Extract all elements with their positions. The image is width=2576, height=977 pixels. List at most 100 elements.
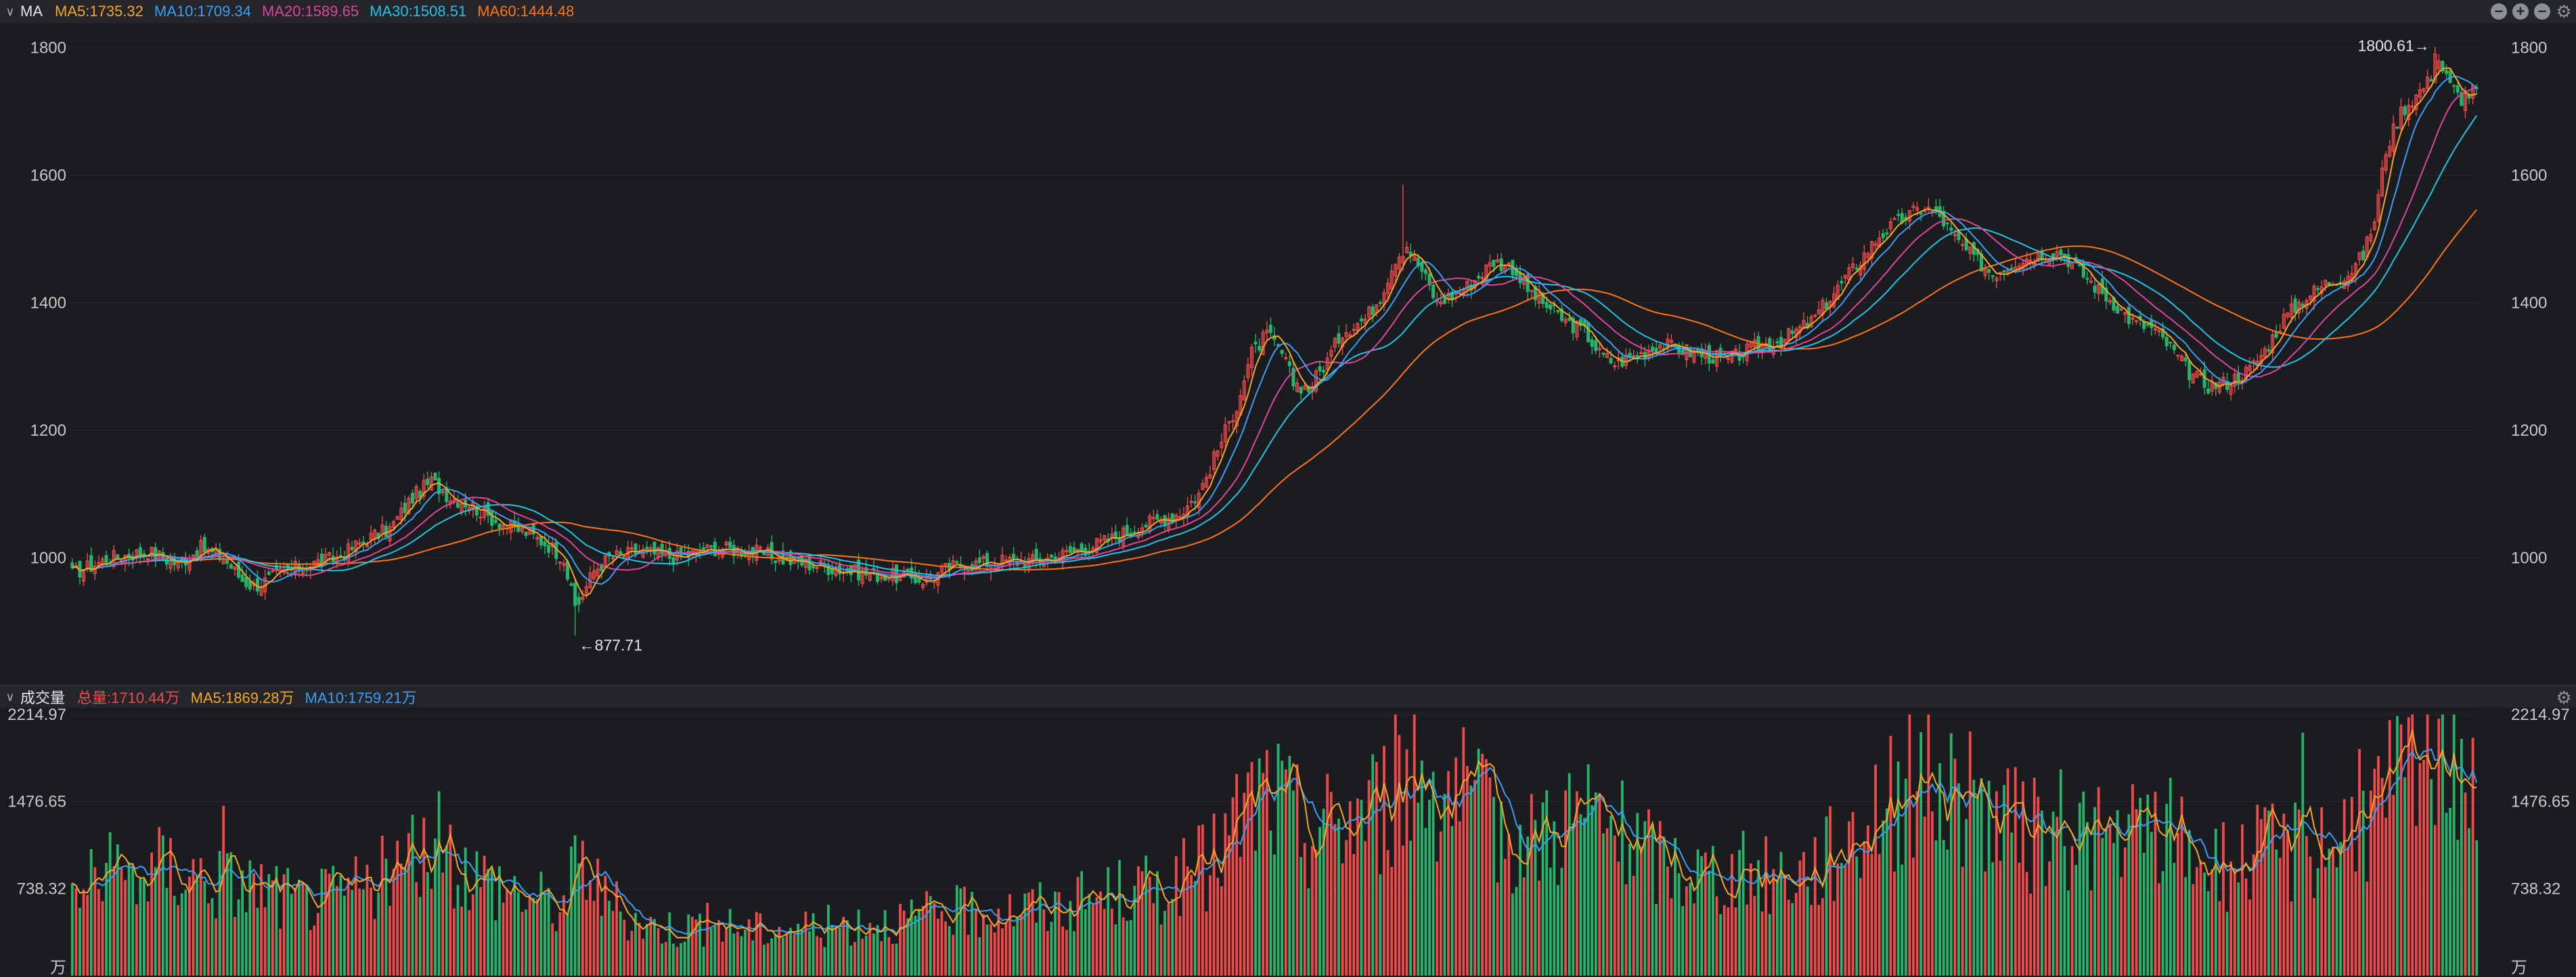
candle-body	[2395, 127, 2399, 129]
candle-body	[1185, 505, 1190, 517]
candle-body	[1356, 323, 1360, 331]
candle-body	[2414, 94, 2418, 110]
volume-bar	[403, 867, 407, 976]
candle-body	[1556, 310, 1560, 313]
candle-body	[1144, 524, 1148, 528]
volume-bar	[1609, 815, 1613, 976]
volume-bar	[2006, 768, 2009, 976]
volume-bar	[525, 909, 527, 976]
volume-bar	[2161, 871, 2164, 976]
candle-body	[271, 570, 275, 572]
vol-ma10-legend: MA10:1759.21万	[305, 689, 417, 706]
volume-bar	[1140, 871, 1144, 976]
volume-bar	[2350, 796, 2353, 976]
candle-body	[2433, 53, 2437, 83]
volume-panel-header: ∨ 成交量 总量:1710.44万 MA5:1869.28万 MA10:1759…	[0, 686, 2576, 708]
volume-bar	[475, 851, 479, 976]
candle-body	[2206, 388, 2211, 394]
volume-bar	[2392, 794, 2395, 976]
volume-bar	[351, 890, 354, 976]
candle-body	[1363, 318, 1367, 324]
candle-body	[225, 560, 229, 564]
volume-bar	[1420, 760, 1423, 976]
candle-body	[1888, 221, 1892, 229]
candle-body	[705, 544, 709, 548]
volume-bar	[1065, 930, 1068, 976]
volume-bar	[1398, 735, 1401, 976]
volume-bar	[1288, 756, 1291, 976]
volume-bar	[1300, 857, 1302, 976]
volume-bar	[2188, 830, 2191, 976]
volume-bar	[1848, 821, 1850, 976]
candle-body	[1352, 329, 1356, 332]
candle-body	[2410, 106, 2414, 108]
volume-gear-icon[interactable]: ⚙	[2556, 687, 2572, 708]
volume-bar	[154, 867, 157, 976]
candle-body	[857, 560, 861, 581]
volume-bar	[150, 853, 153, 976]
candle-body	[1575, 321, 1579, 338]
volume-bar	[1938, 763, 1941, 976]
candle-body	[1151, 517, 1155, 520]
candle-body	[146, 558, 150, 561]
candle-body	[1371, 306, 1375, 315]
candle-body	[2350, 273, 2354, 282]
candle-body	[357, 542, 361, 545]
gear-icon[interactable]: ⚙	[2556, 1, 2572, 22]
candle-body	[1726, 358, 1730, 360]
volume-bar	[558, 912, 562, 976]
volume-bar	[377, 892, 380, 976]
price-ytick-left: 1600	[30, 166, 66, 185]
volume-bar	[1817, 905, 1821, 976]
price-panel-header: ∨ MA MA5:1735.32 MA10:1709.34 MA20:1589.…	[0, 0, 2576, 23]
volume-chart[interactable]: 738.32 738.32 1476.65 1476.65 2214.97 2214.97…	[0, 708, 2576, 977]
minimize-icon[interactable]: −	[2491, 3, 2507, 20]
candle-body	[1545, 302, 1549, 309]
candle-body	[1590, 339, 1594, 347]
volume-bar	[2358, 748, 2361, 976]
volume-bar	[2320, 807, 2324, 976]
volume-bar	[1477, 748, 1480, 976]
volume-collapse-chevron-icon[interactable]: ∨	[5, 689, 15, 704]
candle-body	[369, 532, 373, 541]
collapse-chevron-icon[interactable]: ∨	[5, 4, 15, 18]
volume-bar	[683, 941, 686, 976]
volume-bar	[313, 925, 316, 976]
volume-bar	[864, 936, 868, 976]
volume-bar	[256, 907, 259, 976]
volume-bar	[2449, 807, 2452, 976]
add-icon[interactable]: +	[2512, 3, 2529, 20]
candle-body	[1601, 353, 1605, 355]
volume-bar	[2471, 737, 2474, 976]
volume-bar	[1341, 863, 1344, 976]
volume-bar	[1972, 779, 1976, 976]
candle-body	[490, 509, 494, 526]
candle-body	[354, 540, 358, 552]
volume-bar	[1670, 898, 1673, 976]
candle-body	[1563, 319, 1568, 323]
remove-icon[interactable]: −	[2534, 3, 2550, 20]
volume-bar	[1912, 857, 1915, 976]
candle-body	[2452, 85, 2456, 87]
candle-body	[679, 547, 683, 558]
volume-bar	[411, 815, 414, 976]
volume-bar	[812, 913, 815, 976]
candle-body	[1817, 309, 1821, 315]
volume-bar	[2082, 791, 2085, 976]
volume-bar	[294, 888, 297, 976]
ma60-legend: MA60:1444.48	[477, 3, 575, 20]
candle-body	[1594, 340, 1598, 351]
volume-bar	[1719, 914, 1722, 976]
candle-body	[758, 546, 762, 549]
volume-bar	[1568, 773, 1571, 976]
volume-bar	[2022, 781, 2024, 976]
volume-bar	[1394, 714, 1397, 976]
volume-bar	[1674, 838, 1676, 976]
candle-body	[2267, 349, 2271, 352]
volume-bar	[434, 838, 437, 976]
volume-bar	[1980, 778, 1983, 976]
candle-body	[1666, 338, 1670, 350]
volume-bar	[1209, 875, 1212, 976]
price-chart[interactable]: 1000 1000 1200 1200 1400 1400 1600 1600 1800 1800…	[0, 23, 2576, 685]
volume-bar	[1276, 744, 1280, 976]
